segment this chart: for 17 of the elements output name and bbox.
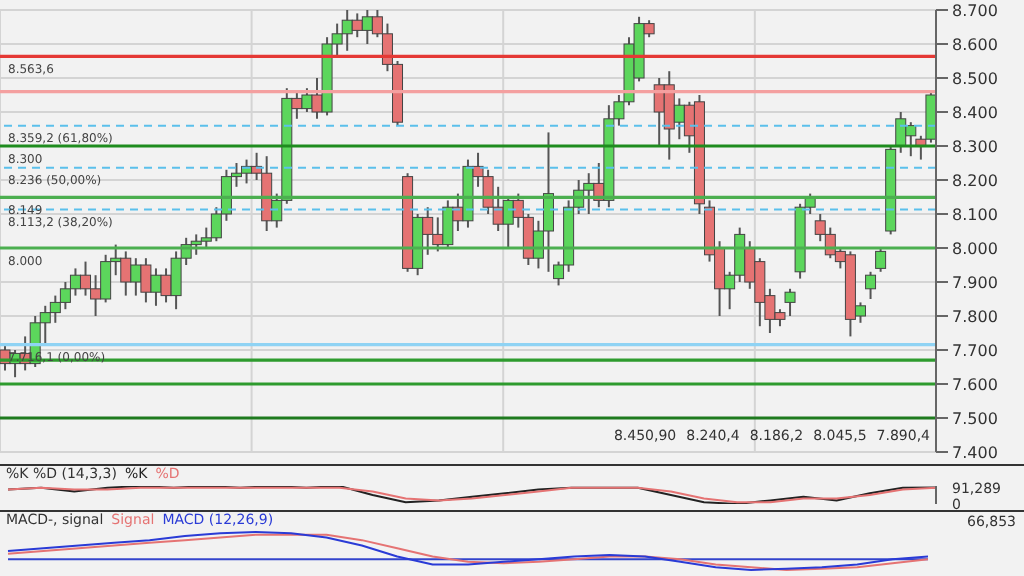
- y-tick-label: 7.700: [952, 341, 998, 360]
- line-series: [7, 486, 937, 504]
- y-tick-label: 8.100: [952, 205, 998, 224]
- y-tick-label: 8.000: [952, 239, 998, 258]
- candlestick: [875, 247, 887, 273]
- y-tick-label: 8.400: [952, 103, 998, 122]
- y-tick-label: 7.900: [952, 273, 998, 292]
- candlestick: [865, 270, 877, 300]
- y-tick-label: 8.200: [952, 171, 998, 190]
- y-tick-label: 8.300: [952, 137, 998, 156]
- y-tick-label: 7.600: [952, 375, 998, 394]
- y-tick-label: 8.600: [952, 35, 998, 54]
- y-tick-label: 7.800: [952, 307, 998, 326]
- y-tick-label: 7.400: [952, 443, 998, 462]
- y-tick-label: 8.500: [952, 69, 998, 88]
- y-tick-label: 8.700: [952, 1, 998, 20]
- y-tick-label: 7.500: [952, 409, 998, 428]
